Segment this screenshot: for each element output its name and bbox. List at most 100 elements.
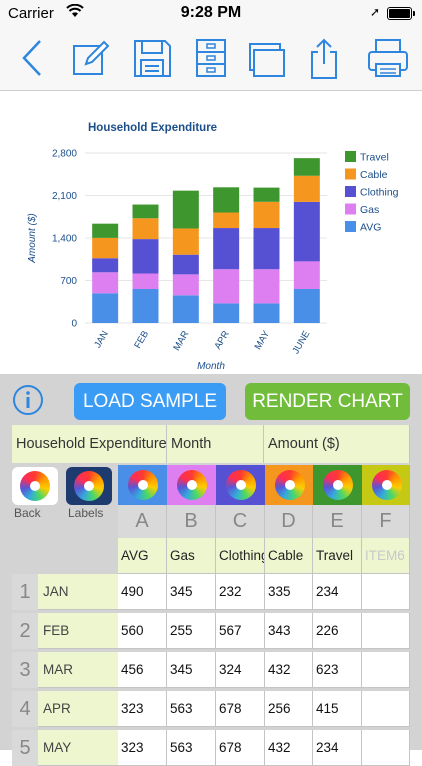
bar-segment-avg: [253, 303, 280, 323]
save-disk-icon[interactable]: [130, 36, 174, 80]
x-tick-label: APR: [212, 329, 231, 352]
value-cell[interactable]: 563: [167, 730, 216, 766]
windows-icon[interactable]: [246, 36, 290, 80]
value-cell[interactable]: 563: [167, 691, 216, 727]
edit-icon[interactable]: [68, 36, 112, 80]
bar-segment-clothing: [293, 201, 320, 262]
cabinet-icon[interactable]: [189, 36, 233, 80]
value-cell[interactable]: 323: [118, 691, 167, 727]
info-icon[interactable]: [12, 384, 44, 416]
month-cell[interactable]: MAR: [38, 652, 118, 688]
bar-segment-travel: [293, 158, 320, 176]
series-name-cell[interactable]: Gas: [167, 538, 216, 574]
series-color-button[interactable]: [362, 465, 410, 505]
series-color-button[interactable]: [167, 465, 216, 505]
value-cell[interactable]: 256: [265, 691, 313, 727]
row-number: 5: [12, 730, 38, 766]
value-cell[interactable]: 567: [216, 613, 265, 649]
bar-segment-clothing: [253, 228, 280, 270]
value-cell[interactable]: 432: [265, 652, 313, 688]
legend-label: Gas: [360, 204, 379, 216]
bar-segment-avg: [213, 303, 240, 323]
y-tick-label: 2,100: [52, 191, 77, 202]
x-tick-label: JAN: [92, 329, 111, 350]
data-panel: LOAD SAMPLE RENDER CHART Household Expen…: [0, 374, 422, 766]
month-cell[interactable]: MAY: [38, 730, 118, 766]
color-wheel-icon: [226, 470, 256, 500]
bar-segment-gas: [253, 269, 280, 304]
series-color-button[interactable]: [313, 465, 362, 505]
series-name-cell[interactable]: AVG: [118, 538, 167, 574]
y-axis-label: Amount ($): [27, 213, 38, 263]
legend-label: Travel: [360, 152, 389, 164]
value-cell[interactable]: 226: [313, 613, 362, 649]
series-color-button[interactable]: [265, 465, 313, 505]
value-cell[interactable]: [362, 574, 410, 610]
column-letter: D: [265, 505, 313, 538]
y-label-field[interactable]: Amount ($): [264, 425, 410, 463]
labels-color-button[interactable]: [66, 467, 112, 505]
column-letter: C: [216, 505, 265, 538]
value-cell[interactable]: 234: [313, 730, 362, 766]
value-cell[interactable]: 415: [313, 691, 362, 727]
value-cell[interactable]: 456: [118, 652, 167, 688]
series-color-button[interactable]: [118, 465, 167, 505]
bar-segment-clothing: [172, 254, 199, 275]
x-tick-label: MAR: [171, 329, 191, 353]
color-wheel-icon: [20, 471, 50, 501]
print-icon[interactable]: [366, 36, 410, 80]
render-chart-button[interactable]: RENDER CHART: [245, 383, 410, 420]
value-cell[interactable]: 324: [216, 652, 265, 688]
value-cell[interactable]: [362, 613, 410, 649]
value-cell[interactable]: 678: [216, 730, 265, 766]
value-cell[interactable]: 345: [167, 652, 216, 688]
value-cell[interactable]: 560: [118, 613, 167, 649]
bar-segment-cable: [132, 218, 159, 240]
series-color-button[interactable]: [216, 465, 265, 505]
legend-swatch: [345, 186, 356, 197]
series-name-cell[interactable]: ITEM6: [362, 538, 410, 574]
back-label: Back: [14, 506, 41, 520]
value-cell[interactable]: [362, 730, 410, 766]
y-tick-label: 0: [71, 319, 77, 330]
series-name-cell[interactable]: Travel: [313, 538, 362, 574]
x-tick-label: MAY: [253, 328, 273, 351]
value-cell[interactable]: 335: [265, 574, 313, 610]
color-wheel-icon: [128, 470, 158, 500]
series-name-cell[interactable]: Cable: [265, 538, 313, 574]
value-cell[interactable]: 232: [216, 574, 265, 610]
back-chevron-icon[interactable]: [10, 36, 54, 80]
bar-segment-avg: [293, 289, 320, 323]
bar-segment-clothing: [213, 228, 240, 270]
x-label-field[interactable]: Month: [167, 425, 264, 463]
value-cell[interactable]: 343: [265, 613, 313, 649]
bar-segment-cable: [253, 201, 280, 229]
bar-segment-cable: [92, 237, 119, 259]
bar-segment-cable: [172, 228, 199, 255]
month-cell[interactable]: FEB: [38, 613, 118, 649]
value-cell[interactable]: 345: [167, 574, 216, 610]
chart-title: Household Expenditure: [88, 122, 217, 134]
value-cell[interactable]: 432: [265, 730, 313, 766]
series-name-cell[interactable]: Clothing: [216, 538, 265, 574]
labels-label: Labels: [68, 506, 104, 520]
value-cell[interactable]: [362, 652, 410, 688]
value-cell[interactable]: 490: [118, 574, 167, 610]
value-cell[interactable]: [362, 691, 410, 727]
share-icon[interactable]: [302, 36, 346, 80]
value-cell[interactable]: 623: [313, 652, 362, 688]
load-sample-button[interactable]: LOAD SAMPLE: [74, 383, 226, 420]
chart-title-field[interactable]: Household Expenditure: [12, 425, 167, 463]
bar-segment-avg: [172, 295, 199, 323]
back-color-button[interactable]: [12, 467, 58, 505]
bar-segment-travel: [172, 190, 199, 229]
color-wheel-icon: [74, 471, 104, 501]
month-cell[interactable]: JAN: [38, 574, 118, 610]
value-cell[interactable]: 255: [167, 613, 216, 649]
chart-area: Household Expenditure 0 700 1,400 2,100 2,80…: [0, 91, 422, 374]
month-cell[interactable]: APR: [38, 691, 118, 727]
value-cell[interactable]: 234: [313, 574, 362, 610]
carrier-label: Carrier: [8, 5, 54, 22]
value-cell[interactable]: 678: [216, 691, 265, 727]
value-cell[interactable]: 323: [118, 730, 167, 766]
